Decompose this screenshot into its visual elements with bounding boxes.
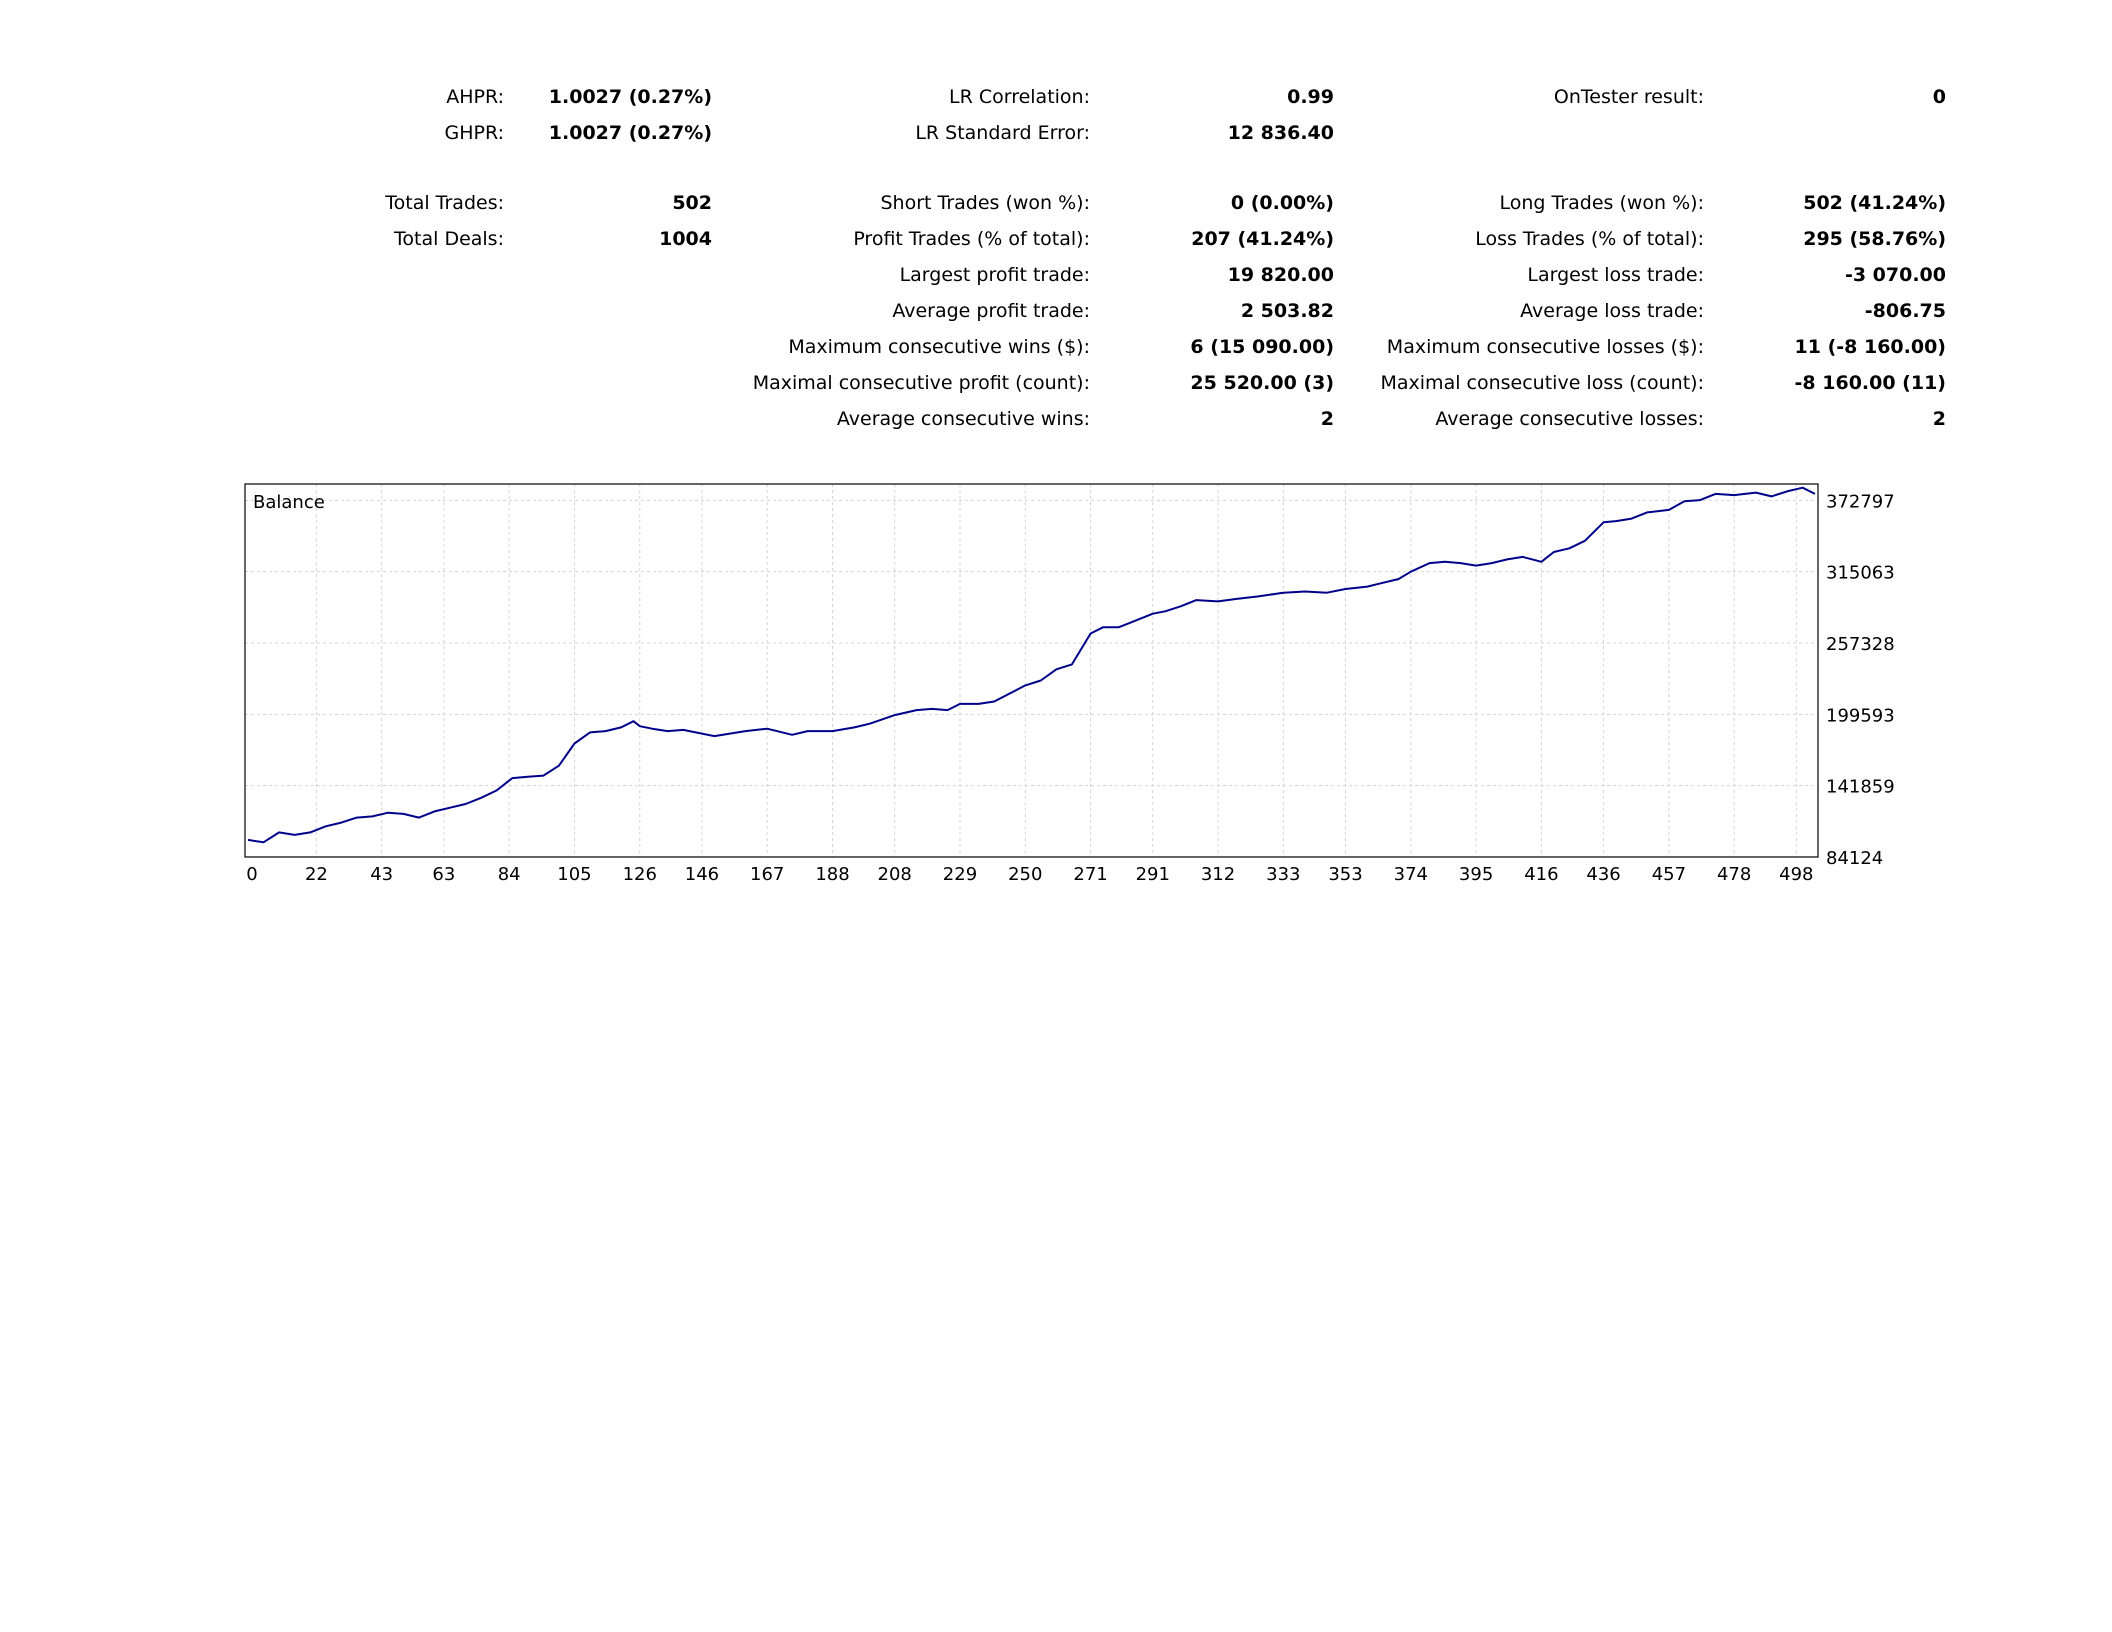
stat-label: Average profit trade:: [892, 300, 1090, 322]
x-tick-label: 436: [1586, 864, 1620, 885]
stat-label: Total Deals:: [394, 228, 504, 250]
stat-label: Long Trades (won %):: [1499, 192, 1704, 214]
stat-label: AHPR:: [446, 86, 504, 108]
x-tick-label: 498: [1779, 864, 1813, 885]
stat-label: Maximum consecutive losses ($):: [1386, 336, 1704, 358]
x-tick-label: 167: [750, 864, 784, 885]
stat-value: 502: [672, 192, 712, 214]
x-tick-label: 126: [623, 864, 657, 885]
x-tick-label: 416: [1524, 864, 1558, 885]
stats-row: Maximal consecutive profit (count): 25 52…: [0, 370, 2112, 404]
y-tick-label: 141859: [1826, 777, 1895, 798]
x-tick-label: 457: [1652, 864, 1686, 885]
x-tick-label: 22: [305, 864, 328, 885]
x-tick-label: 188: [815, 864, 849, 885]
y-tick-label: 199593: [1826, 705, 1895, 726]
stat-value: 19 820.00: [1227, 264, 1334, 286]
stats-row: Average profit trade: 2 503.82 Average los…: [0, 298, 2112, 332]
stat-value: 0 (0.00%): [1230, 192, 1334, 214]
stat-label: Short Trades (won %):: [880, 192, 1090, 214]
x-tick-label: 395: [1459, 864, 1493, 885]
stat-value: 2: [1932, 408, 1946, 430]
stat-label: Largest profit trade:: [899, 264, 1090, 286]
stat-value: 207 (41.24%): [1191, 228, 1334, 250]
stats-row: AHPR: 1.0027 (0.27%) LR Correlation: 0.99 On…: [0, 84, 2112, 118]
stat-value: 11 (-8 160.00): [1794, 336, 1946, 358]
stat-value: 25 520.00 (3): [1190, 372, 1334, 394]
x-tick-label: 229: [943, 864, 977, 885]
stat-value: -8 160.00 (11): [1794, 372, 1946, 394]
stat-label: Loss Trades (% of total):: [1475, 228, 1704, 250]
x-tick-label: 271: [1073, 864, 1107, 885]
y-tick-label: 257328: [1826, 634, 1895, 655]
stat-value: 0: [1932, 86, 1946, 108]
x-tick-label: 63: [432, 864, 455, 885]
stat-value: 0.99: [1287, 86, 1334, 108]
x-tick-label: 105: [557, 864, 591, 885]
stat-value: 1.0027 (0.27%): [548, 122, 712, 144]
y-tick-label: 315063: [1826, 563, 1895, 584]
plot-frame: [244, 483, 1819, 858]
stats-row: Total Trades: 502 Short Trades (won %): 0 (…: [0, 190, 2112, 224]
plot-area: [245, 484, 1818, 857]
x-tick-label: 333: [1266, 864, 1300, 885]
x-tick-label: 43: [370, 864, 393, 885]
stat-value: -806.75: [1864, 300, 1946, 322]
stat-label: Maximal consecutive profit (count):: [752, 372, 1090, 394]
stats-row: GHPR: 1.0027 (0.27%) LR Standard Error: 12 …: [0, 120, 2112, 154]
stat-value: 2: [1320, 408, 1334, 430]
stats-row: Maximum consecutive wins ($): 6 (15 090.0…: [0, 334, 2112, 368]
x-tick-label: 84: [498, 864, 521, 885]
x-tick-label: 250: [1008, 864, 1042, 885]
chart-title: Balance: [253, 492, 325, 513]
x-tick-label: 353: [1328, 864, 1362, 885]
stat-label: GHPR:: [444, 122, 505, 144]
x-tick-label: 146: [685, 864, 719, 885]
stats-row: Largest profit trade: 19 820.00 Largest lo…: [0, 262, 2112, 296]
stat-value: 295 (58.76%): [1803, 228, 1946, 250]
stat-value: 2 503.82: [1240, 300, 1334, 322]
stat-label: LR Standard Error:: [915, 122, 1090, 144]
stat-value: -3 070.00: [1844, 264, 1946, 286]
stat-label: LR Correlation:: [949, 86, 1090, 108]
stat-label: Average consecutive losses:: [1435, 408, 1704, 430]
stats-row: Average consecutive wins: 2 Average consec…: [0, 406, 2112, 440]
x-tick-label: 0: [246, 864, 257, 885]
stat-label: Largest loss trade:: [1527, 264, 1704, 286]
stat-label: Total Trades:: [385, 192, 504, 214]
x-tick-label: 374: [1394, 864, 1428, 885]
stats-row: Total Deals: 1004 Profit Trades (% of tota…: [0, 226, 2112, 260]
stat-label: Average loss trade:: [1520, 300, 1704, 322]
stat-value: 12 836.40: [1227, 122, 1334, 144]
stat-value: 1004: [659, 228, 712, 250]
x-tick-label: 478: [1717, 864, 1751, 885]
stat-label: Maximal consecutive loss (count):: [1380, 372, 1705, 394]
x-tick-label: 208: [878, 864, 912, 885]
stat-label: OnTester result:: [1553, 86, 1704, 108]
stat-value: 502 (41.24%): [1803, 192, 1946, 214]
stat-label: Maximum consecutive wins ($):: [788, 336, 1090, 358]
stat-value: 1.0027 (0.27%): [548, 86, 712, 108]
stat-label: Average consecutive wins:: [836, 408, 1090, 430]
y-tick-label: 84124: [1826, 848, 1883, 869]
x-tick-label: 291: [1136, 864, 1170, 885]
x-tick-label: 312: [1201, 864, 1235, 885]
y-tick-label: 372797: [1826, 491, 1895, 512]
stat-value: 6 (15 090.00): [1190, 336, 1334, 358]
stat-label: Profit Trades (% of total):: [853, 228, 1090, 250]
